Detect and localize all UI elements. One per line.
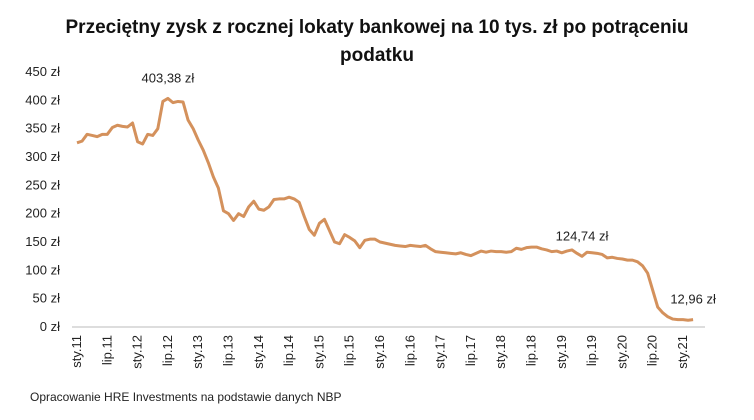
value-label: 124,74 zł (556, 228, 609, 243)
x-tick-label: lip.19 (584, 335, 599, 366)
x-tick-label: lip.11 (99, 335, 114, 365)
y-tick-label: 100 zł (25, 262, 60, 277)
y-tick-label: 300 zł (25, 149, 60, 164)
y-tick-label: 250 zł (25, 177, 60, 192)
chart-title: Przeciętny zysk z rocznej lokaty bankowe… (65, 17, 689, 66)
x-tick-label: sty.20 (614, 335, 629, 369)
y-tick-label: 400 zł (25, 92, 60, 107)
y-tick-label: 350 zł (25, 121, 60, 136)
x-tick-label: lip.20 (645, 335, 660, 366)
source-note: Opracowanie HRE Investments na podstawie… (30, 390, 342, 404)
x-tick-label: sty.19 (554, 335, 569, 369)
x-tick-label: lip.12 (160, 335, 175, 366)
y-tick-label: 50 zł (33, 291, 61, 306)
x-tick-label: sty.21 (675, 335, 690, 369)
x-tick-label: sty.17 (433, 335, 448, 369)
data-line (76, 96, 694, 322)
x-tick-label: sty.15 (311, 335, 326, 369)
y-tick-label: 150 zł (25, 234, 60, 249)
x-tick-label: sty.14 (251, 335, 266, 369)
x-tick-label: lip.16 (402, 335, 417, 366)
x-tick-label: lip.14 (281, 335, 296, 366)
value-label: 403,38 zł (142, 70, 195, 85)
x-tick-label: sty.18 (493, 335, 508, 369)
x-tick-label: lip.13 (221, 335, 236, 366)
x-tick-label: sty.13 (190, 335, 205, 369)
y-tick-label: 0 zł (40, 319, 60, 334)
y-tick-label: 200 zł (25, 206, 60, 221)
x-tick-label: lip.18 (524, 335, 539, 366)
x-tick-label: sty.11 (69, 335, 84, 368)
x-tick-label: lip.17 (463, 335, 478, 366)
x-tick-label: sty.12 (130, 335, 145, 369)
y-tick-label: 450 zł (25, 64, 60, 79)
value-label: 12,96 zł (670, 292, 716, 307)
x-tick-label: lip.15 (342, 335, 357, 366)
x-tick-label: sty.16 (372, 335, 387, 369)
